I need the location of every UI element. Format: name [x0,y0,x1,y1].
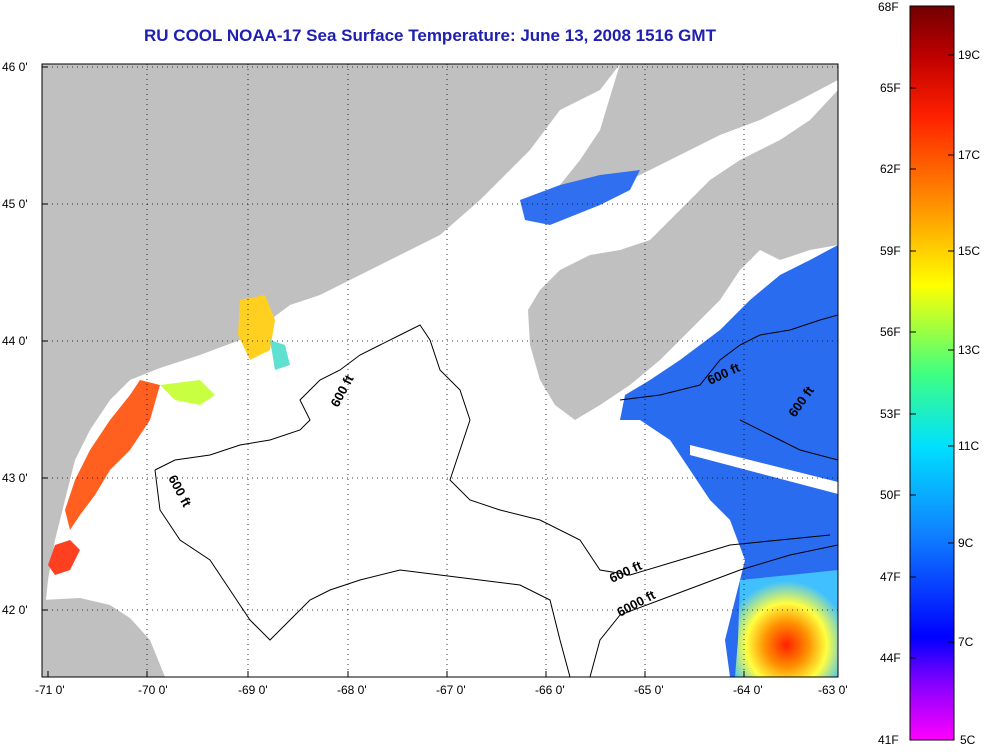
land-new-brunswick [560,64,838,200]
colorbar-fahrenheit-label: 62F [880,162,901,176]
sst-warm-coastal-maine [65,380,160,530]
colorbar-fahrenheit-label: 41F [878,733,899,747]
land-cape-cod [42,598,165,677]
sst-mixed-casco [160,380,215,405]
colorbar-celsius-label: 19C [958,48,980,62]
latitude-label: 45 0' [2,197,28,211]
colorbar-celsius-label: 5C [960,733,976,747]
longitude-label: -66 0' [535,683,565,697]
sst-yellow-midcoast [238,295,275,360]
colorbar-fahrenheit-label: 65F [880,81,901,95]
map-frame [41,63,839,678]
map-title: RU COOL NOAA-17 Sea Surface Temperature:… [144,26,716,45]
sst-cyan-midcoast [270,340,290,370]
colorbar-ticks [910,54,954,659]
longitude-label: -63 0' [818,683,848,697]
colorbar-fahrenheit-label: 50F [880,488,901,502]
sst-warm-coastal-mass [48,540,80,575]
colorbar-celsius-label: 15C [958,244,980,258]
longitude-label: -64 0' [733,683,763,697]
colorbar-fahrenheit-label: 44F [880,651,901,665]
colorbar-celsius-label: 13C [958,343,980,357]
colorbar-fahrenheit-label: 47F [880,570,901,584]
graticule [42,64,838,677]
axis-ticks [42,66,839,677]
colorbar-celsius-label: 7C [958,635,974,649]
latitude-label: 42 0' [2,603,28,617]
longitude-label: -71 0' [35,683,65,697]
longitude-label: -65 0' [634,683,664,697]
longitude-label: -68 0' [337,683,367,697]
sst-blue-bay-of-fundy [520,170,640,225]
sst-cloud-gap-line [690,445,838,494]
colorbar-celsius-label: 17C [958,148,980,162]
latitude-label: 43 0' [2,471,28,485]
longitude-label: -69 0' [238,683,268,697]
land-nova-scotia [528,90,838,420]
longitude-label: -70 0' [138,683,168,697]
colorbar-fahrenheit-label: 59F [880,244,901,258]
land-new-england [42,64,620,677]
colorbar-celsius-label: 11C [958,439,979,453]
temperature-colorbar [909,5,955,741]
longitude-label: -67 0' [436,683,466,697]
colorbar-fahrenheit-label: 53F [880,407,901,421]
latitude-label: 44 0' [2,334,28,348]
colorbar-fahrenheit-label: 68F [878,0,899,14]
latitude-label: 46 0' [2,60,28,74]
colorbar-fahrenheit-label: 56F [880,325,901,339]
sst-warm-southeast [735,570,838,677]
bathymetry-contours [154,314,838,677]
colorbar-celsius-label: 9C [958,536,974,550]
